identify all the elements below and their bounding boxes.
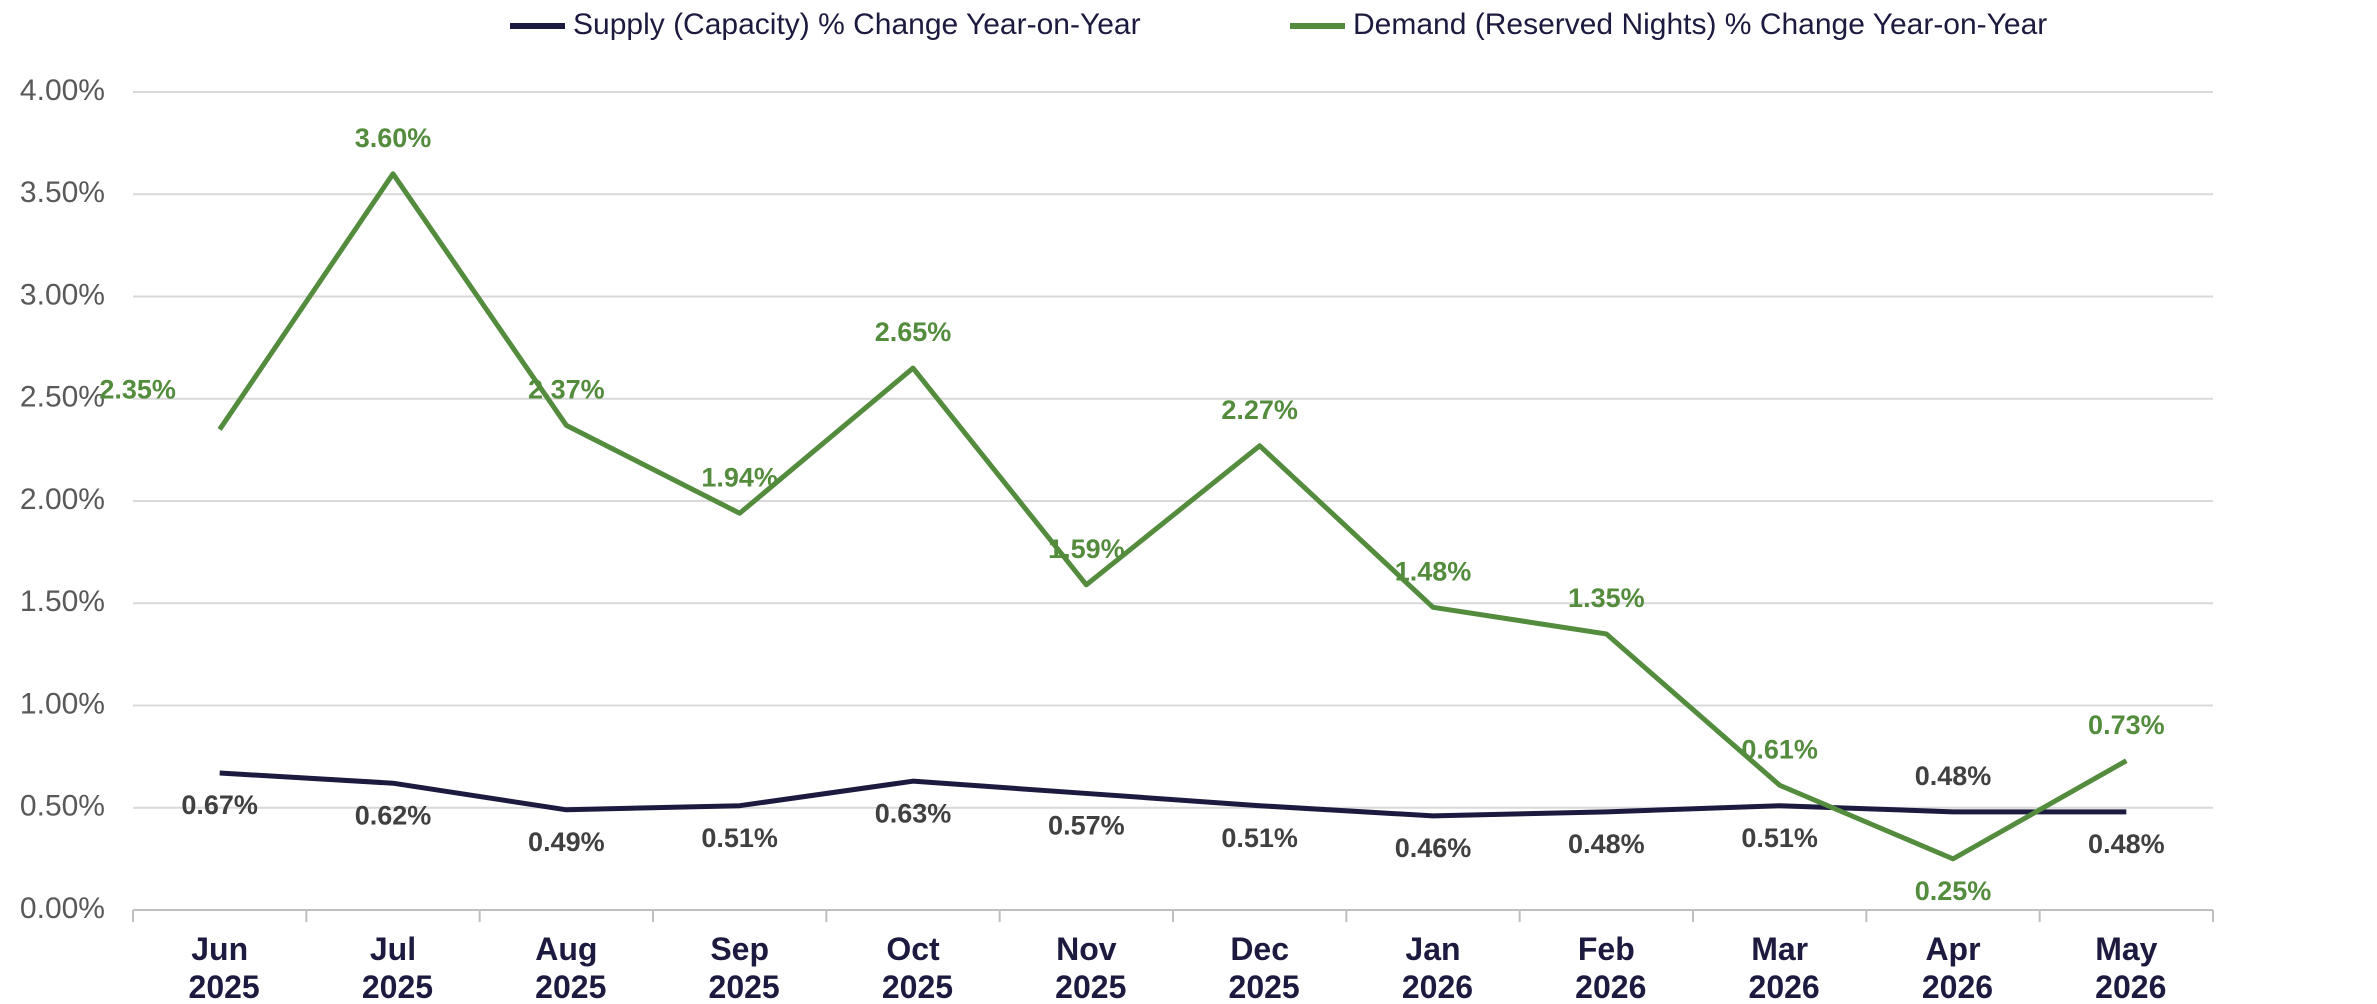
y-tick-label: 0.00% xyxy=(20,892,105,925)
data-label: 0.25% xyxy=(1915,876,1992,906)
x-tick-label: May 2026 xyxy=(2086,931,2166,1004)
data-label: 0.48% xyxy=(1915,761,1992,791)
data-label: 2.37% xyxy=(528,374,605,404)
data-label: 0.51% xyxy=(1741,823,1818,853)
legend-label: Demand (Reserved Nights) % Change Year-o… xyxy=(1353,8,2047,41)
data-label: 0.57% xyxy=(1048,811,1125,841)
data-label: 0.73% xyxy=(2088,710,2165,740)
data-label: 0.48% xyxy=(1568,829,1645,859)
x-tick-label: Feb 2026 xyxy=(1566,931,1646,1004)
data-label: 3.60% xyxy=(355,123,432,153)
x-tick-label: Oct 2025 xyxy=(873,931,953,1004)
y-tick-label: 1.50% xyxy=(20,585,105,618)
x-tick-label: Aug 2025 xyxy=(526,931,606,1004)
y-tick-label: 2.00% xyxy=(20,483,105,516)
data-label: 2.65% xyxy=(875,317,952,347)
data-label: 2.35% xyxy=(99,375,176,405)
data-label: 0.51% xyxy=(701,823,778,853)
y-tick-label: 3.00% xyxy=(20,278,105,311)
x-tick-label: Mar 2026 xyxy=(1740,931,1820,1004)
y-tick-label: 1.00% xyxy=(20,687,105,720)
data-label: 0.49% xyxy=(528,827,605,857)
x-tick-label: Jul 2025 xyxy=(353,931,433,1004)
x-tick-label: Dec 2025 xyxy=(1220,931,1300,1004)
x-tick-label: Apr 2026 xyxy=(1913,931,1993,1004)
data-label: 2.27% xyxy=(1221,395,1298,425)
data-label: 1.48% xyxy=(1395,556,1472,586)
legend-label: Supply (Capacity) % Change Year-on-Year xyxy=(573,8,1141,41)
data-label: 0.51% xyxy=(1221,823,1298,853)
y-tick-label: 3.50% xyxy=(20,176,105,209)
data-label: 0.48% xyxy=(2088,829,2165,859)
data-label: 1.59% xyxy=(1048,534,1125,564)
data-label: 1.94% xyxy=(701,462,778,492)
series-line xyxy=(219,770,2127,819)
data-label: 0.63% xyxy=(875,798,952,828)
y-tick-label: 4.00% xyxy=(20,74,105,107)
x-tick-label: Jan 2026 xyxy=(1393,931,1473,1004)
data-label: 0.62% xyxy=(355,800,432,830)
data-label: 0.46% xyxy=(1395,833,1472,863)
data-label: 1.35% xyxy=(1568,583,1645,613)
x-tick-label: Nov 2025 xyxy=(1046,931,1126,1004)
x-tick-label: Sep 2025 xyxy=(700,931,780,1004)
data-label: 0.61% xyxy=(1741,734,1818,764)
x-tick-label: Jun 2025 xyxy=(180,931,260,1004)
data-label: 0.67% xyxy=(181,790,258,820)
y-tick-label: 0.50% xyxy=(20,790,105,823)
y-tick-label: 2.50% xyxy=(20,381,105,414)
series-line xyxy=(217,171,2128,862)
